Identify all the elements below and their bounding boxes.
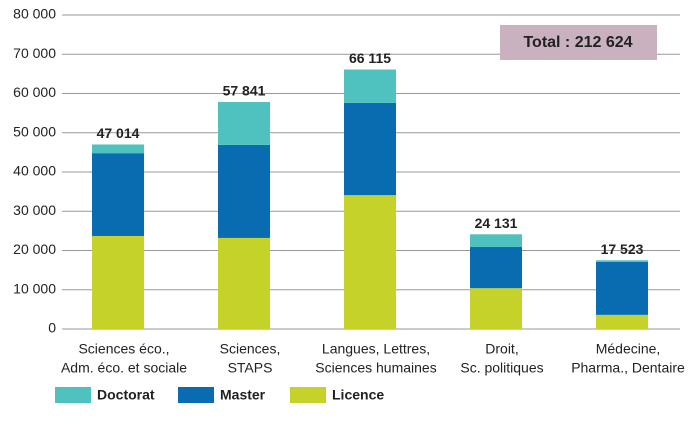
bar-segment — [596, 314, 648, 329]
legend-swatch — [55, 387, 91, 403]
legend-label: Licence — [332, 387, 384, 403]
total-annotation: Total : 212 624 — [523, 34, 632, 51]
total-box — [500, 25, 657, 60]
total-label: 66 115 — [349, 50, 391, 66]
x-tick-label: Sc. politiques — [460, 360, 543, 376]
bar-segment — [470, 234, 522, 247]
x-tick-label: Sciences, — [220, 341, 281, 357]
bar-segment — [596, 261, 648, 315]
bar-segment — [344, 102, 396, 196]
bar-segment — [218, 237, 270, 329]
x-tick-label: Médecine, — [596, 341, 661, 357]
y-tick-label: 50 000 — [13, 123, 56, 139]
x-tick-label: Sciences éco., — [78, 341, 169, 357]
bar-segment — [92, 144, 144, 154]
legend-label: Master — [220, 387, 266, 403]
legend-swatch — [290, 387, 326, 403]
bar-segment — [470, 288, 522, 329]
legend-label: Doctorat — [97, 387, 155, 403]
y-tick-label: 10 000 — [13, 280, 56, 296]
y-tick-label: 30 000 — [13, 202, 56, 218]
bar-segment — [92, 153, 144, 236]
y-tick-label: 80 000 — [13, 6, 56, 22]
total-label: 24 131 — [475, 215, 518, 231]
bar-segment — [218, 101, 270, 145]
y-tick-label: 40 000 — [13, 163, 56, 179]
y-tick-label: 0 — [48, 320, 56, 336]
y-tick-label: 20 000 — [13, 241, 56, 257]
x-tick-label: Droit, — [485, 341, 518, 357]
x-tick-label: Langues, Lettres, — [322, 341, 430, 357]
x-tick-label: Adm. éco. et sociale — [61, 360, 187, 376]
x-tick-label: STAPS — [228, 360, 273, 376]
bar-segment — [344, 69, 396, 103]
total-label: 57 841 — [223, 83, 266, 99]
legend-swatch — [178, 387, 214, 403]
y-tick-label: 70 000 — [13, 45, 56, 61]
total-label: 17 523 — [601, 241, 644, 257]
x-tick-label: Pharma., Dentaire — [571, 360, 685, 376]
bar-segment — [218, 144, 270, 238]
bar-segment — [92, 235, 144, 329]
x-tick-label: Sciences humaines — [315, 360, 436, 376]
bar-segment — [470, 246, 522, 289]
total-label: 47 014 — [97, 125, 140, 141]
bar-segment — [344, 195, 396, 329]
bar-segment — [596, 260, 648, 262]
y-tick-label: 60 000 — [13, 84, 56, 100]
